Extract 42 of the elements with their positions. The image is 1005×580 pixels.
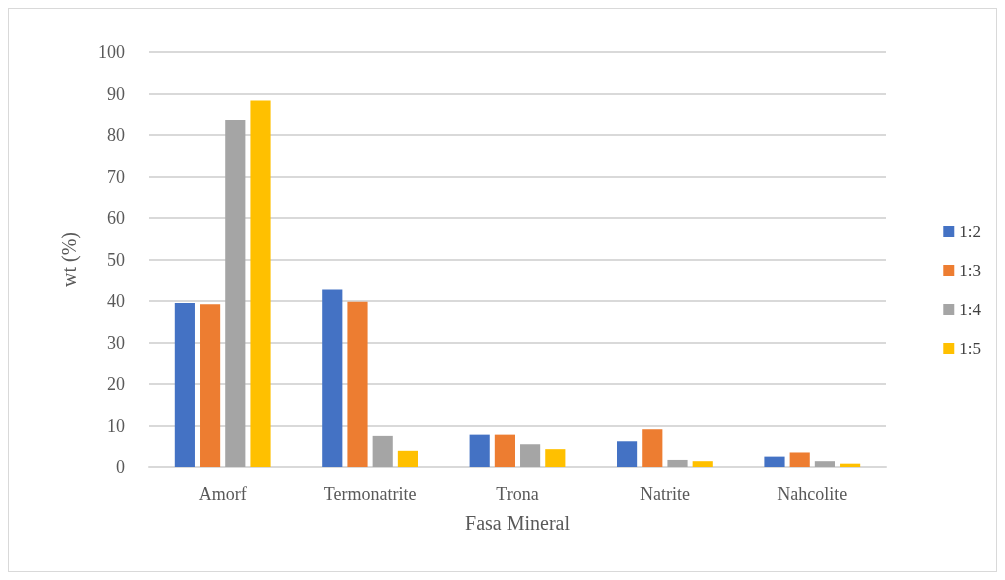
bar <box>520 444 541 467</box>
x-axis-title: Fasa Mineral <box>465 512 571 534</box>
x-tick-label: Termonatrite <box>323 484 417 504</box>
y-tick-label: 40 <box>107 291 125 311</box>
y-tick-label: 30 <box>107 332 125 353</box>
legend-label: 1:3 <box>959 261 982 280</box>
bar <box>225 120 246 467</box>
y-tick-label: 20 <box>107 374 125 394</box>
bar <box>494 434 515 467</box>
y-tick-label: 10 <box>107 415 125 436</box>
bar <box>174 303 195 467</box>
y-tick-label: 60 <box>107 208 125 228</box>
bar <box>347 301 368 467</box>
legend-label: 1:2 <box>959 222 982 241</box>
y-tick-label: 70 <box>107 166 125 187</box>
legend-label: 1:4 <box>959 300 982 319</box>
y-tick-label: 90 <box>107 83 125 104</box>
bar <box>322 289 343 467</box>
legend-label: 1:5 <box>959 339 982 358</box>
x-tick-label: Amorf <box>198 484 247 504</box>
bar <box>789 452 810 467</box>
x-tick-label: Trona <box>496 484 539 504</box>
x-tick-label: Natrite <box>639 484 690 504</box>
bar <box>764 456 785 467</box>
y-tick-label: 0 <box>116 457 125 477</box>
y-axis-title: wt (%) <box>58 232 81 287</box>
bar <box>667 459 688 467</box>
bar <box>617 441 638 467</box>
bar <box>372 435 393 467</box>
bar <box>840 463 861 467</box>
x-tick-label: Nahcolite <box>777 484 848 504</box>
bar <box>692 461 713 467</box>
y-tick-label: 50 <box>107 249 125 270</box>
bar <box>545 449 566 467</box>
bar <box>469 434 490 467</box>
y-tick-label: 80 <box>107 125 125 145</box>
y-tick-label: 100 <box>98 42 125 62</box>
bar <box>250 100 271 467</box>
bar <box>200 304 221 467</box>
bar <box>397 450 419 467</box>
bar <box>642 429 663 467</box>
bar <box>814 461 835 467</box>
